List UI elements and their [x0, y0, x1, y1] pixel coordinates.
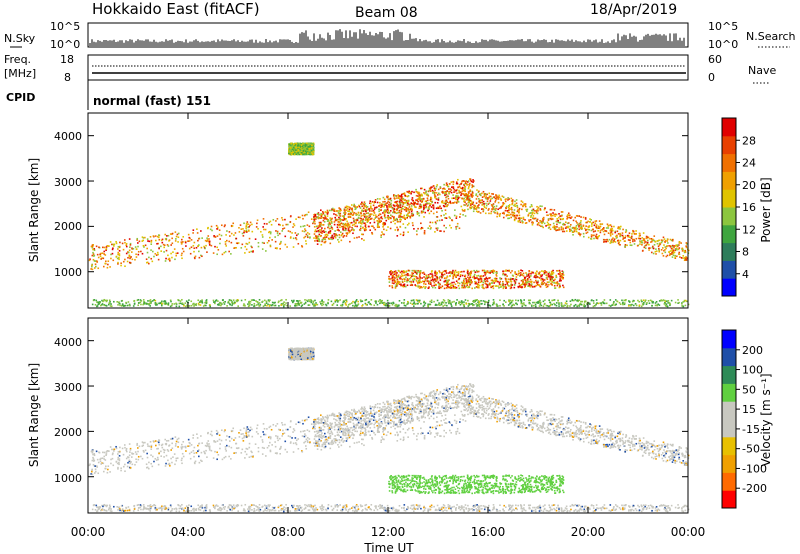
- x-tick-label: 00:00: [71, 525, 106, 539]
- power-ytick-2000: 2000: [54, 220, 82, 233]
- x-tick-label: 00:00: [671, 525, 706, 539]
- nave-label: Nave: [748, 64, 776, 77]
- power-colorbar-tick: 28: [742, 134, 756, 147]
- x-tick-label: 16:00: [471, 525, 506, 539]
- velocity-ytick-3000: 3000: [54, 381, 82, 394]
- velocity-panel: Slant Range [km] 4000 3000 2000 1000: [27, 317, 690, 514]
- power-ytick-1000: 1000: [54, 266, 82, 279]
- count-panel: [87, 22, 689, 48]
- freq-unit: [MHz]: [4, 67, 36, 80]
- power-colorbar-tick: 8: [742, 246, 749, 259]
- power-colorbar-label: Power [dB]: [759, 177, 773, 242]
- power-scatter: [88, 142, 690, 308]
- freq-tick-top: 18: [60, 53, 74, 66]
- nave-tick-bottom: 0: [708, 71, 715, 84]
- power-colorbar-tick: 4: [742, 268, 749, 281]
- velocity-colorbar-tick: 100: [742, 364, 763, 377]
- nsky-bars: [89, 29, 685, 46]
- power-colorbar: 28 24 20 16 12 8 4: [721, 117, 756, 297]
- cpid-value: normal (fast) 151: [93, 94, 211, 108]
- power-ytick-3000: 3000: [54, 176, 82, 189]
- cpid-label: CPID: [6, 91, 35, 104]
- power-panel: Slant Range [km] 4000 3000 2000 1000: [27, 112, 690, 309]
- nsearch-label: N.Search: [746, 30, 796, 43]
- nave-tick-top: 60: [708, 53, 722, 66]
- x-tick-label: 12:00: [371, 525, 406, 539]
- count-tick-top-right: 10^5: [708, 20, 738, 33]
- velocity-colorbar-tick: 200: [742, 344, 763, 357]
- date-label: 18/Apr/2019: [590, 2, 677, 18]
- velocity-ylabel: Slant Range [km]: [27, 363, 41, 467]
- count-tick-bottom-right: 10^0: [708, 38, 738, 51]
- x-tick-label: 08:00: [271, 525, 306, 539]
- velocity-ytick-4000: 4000: [54, 336, 82, 349]
- nsky-label: N.Sky: [4, 32, 36, 45]
- count-tick-top-left: 10^5: [50, 20, 80, 33]
- velocity-colorbar: 200 100 50 15 -15 -50 -100 -200: [721, 329, 767, 509]
- power-colorbar-tick: 24: [742, 157, 756, 170]
- x-axis-label: Time UT: [363, 541, 414, 554]
- power-ytick-4000: 4000: [54, 130, 82, 143]
- velocity-colorbar-tick: 15: [742, 403, 756, 416]
- power-colorbar-tick: 12: [742, 223, 756, 236]
- velocity-colorbar-tick: -100: [742, 462, 767, 475]
- freq-tick-bottom: 8: [64, 71, 71, 84]
- x-tick-label: 04:00: [171, 525, 206, 539]
- velocity-ytick-1000: 1000: [54, 472, 82, 485]
- figure-title: Hokkaido East (fitACF): [92, 0, 260, 18]
- velocity-ytick-2000: 2000: [54, 426, 82, 439]
- velocity-colorbar-tick: -15: [742, 423, 760, 436]
- velocity-colorbar-tick: -200: [742, 482, 767, 495]
- velocity-colorbar-label: Velocity [m s⁻¹]: [759, 373, 773, 466]
- x-tick-label: 20:00: [571, 525, 606, 539]
- velocity-colorbar-tick: 50: [742, 383, 756, 396]
- power-colorbar-tick: 16: [742, 201, 756, 214]
- velocity-scatter: [88, 347, 690, 513]
- power-colorbar-tick: 20: [742, 179, 756, 192]
- freq-label: Freq.: [4, 53, 31, 66]
- velocity-colorbar-tick: -50: [742, 443, 760, 456]
- beam-label: Beam 08: [355, 5, 418, 21]
- x-axis: 00:00 04:00 08:00 12:00 16:00 20:00 00:00: [71, 525, 706, 539]
- count-tick-bottom-left: 10^0: [50, 38, 80, 51]
- freq-panel: [87, 54, 689, 81]
- power-ylabel: Slant Range [km]: [27, 158, 41, 262]
